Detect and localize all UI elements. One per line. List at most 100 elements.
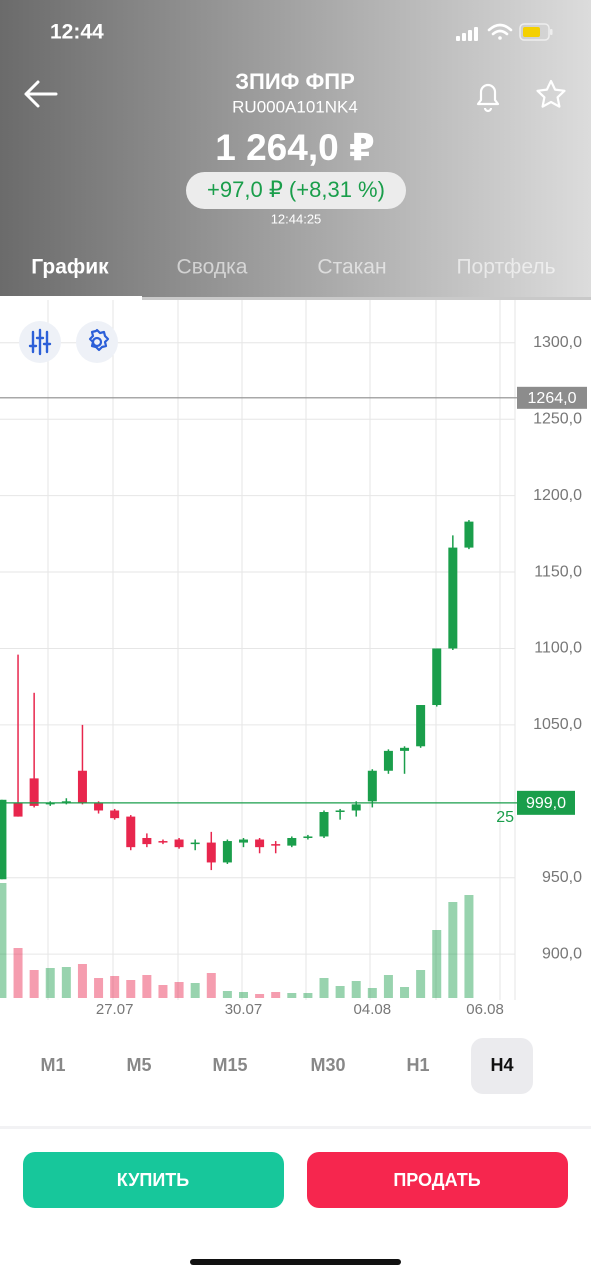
y-tick-label: 900,0 <box>542 945 582 962</box>
volume-bar <box>271 992 281 998</box>
sell-button[interactable] <box>307 1152 568 1208</box>
header-background <box>0 0 591 300</box>
battery-icon <box>519 23 553 41</box>
last-price-label: 1264,0 <box>528 390 577 407</box>
timeframe[interactable]: M30 <box>310 1055 345 1075</box>
volume-bar <box>367 988 377 998</box>
timeframe[interactable]: M1 <box>40 1055 65 1075</box>
tab[interactable]: Стакан <box>317 256 386 279</box>
reference-box <box>517 790 575 815</box>
candle-body <box>383 750 393 771</box>
buy-button[interactable] <box>23 1152 284 1208</box>
tab[interactable]: График <box>31 256 109 279</box>
home-indicator <box>190 1259 401 1265</box>
timeframe-bar: M1 M5 M15 M30 H1 H4 <box>40 1038 533 1094</box>
candle-body <box>303 836 313 838</box>
volume-bar <box>206 973 216 998</box>
status-time: 12:44 <box>50 21 104 44</box>
instrument-price: 1 264,0 ₽ <box>215 127 374 168</box>
volume-bar <box>238 992 248 998</box>
timeframe[interactable]: M5 <box>126 1055 151 1075</box>
notify-button[interactable] <box>476 83 500 113</box>
volume-bar <box>0 883 7 998</box>
candle-body <box>432 648 442 706</box>
y-tick-label: 1250,0 <box>533 410 582 427</box>
candle-body <box>61 801 71 803</box>
x-tick-label: 27.07 <box>96 1001 134 1018</box>
candle-body <box>0 799 7 880</box>
buy-label: КУПИТЬ <box>117 1170 190 1190</box>
wifi-icon <box>487 23 513 40</box>
instrument-isin: RU000A101NK4 <box>232 97 358 116</box>
x-tick-label: 30.07 <box>225 1001 263 1018</box>
volume-bar <box>383 975 393 998</box>
candle-body <box>222 841 232 863</box>
countdown: 25 <box>496 809 514 826</box>
volume-bar <box>416 970 426 998</box>
candle-body <box>400 747 410 751</box>
candle-body <box>158 841 168 843</box>
last-price-box <box>517 386 587 409</box>
candle-body <box>45 802 55 805</box>
indicators-icon <box>28 328 52 356</box>
signal-icon <box>456 27 478 41</box>
instrument-title: ЗПИФ ФПР <box>235 69 355 94</box>
volume-bar <box>448 902 458 998</box>
x-tick-label: 04.08 <box>354 1001 392 1018</box>
volume-bar <box>77 964 87 998</box>
separator <box>0 1126 591 1129</box>
timeframe-selected <box>471 1038 533 1094</box>
volume-bar <box>432 930 442 998</box>
settings-button[interactable] <box>76 321 118 363</box>
candle-body <box>29 778 39 806</box>
sell-label: ПРОДАТЬ <box>393 1170 480 1190</box>
candle-body <box>110 810 120 819</box>
candle-body <box>287 837 297 846</box>
x-tick-label: 06.08 <box>466 1001 504 1018</box>
volume-bar <box>190 983 200 998</box>
candle-body <box>77 770 87 803</box>
volume-bar <box>335 986 345 998</box>
y-tick-label: 1200,0 <box>533 487 582 504</box>
y-tick-label: 1050,0 <box>533 716 582 733</box>
candle-body <box>416 705 426 747</box>
candle-body <box>448 547 458 649</box>
back-button[interactable] <box>24 80 58 108</box>
volume-bar <box>158 985 168 998</box>
timeframe[interactable]: H1 <box>406 1055 429 1075</box>
timeframe[interactable]: H4 <box>490 1055 513 1075</box>
volume-bar <box>126 980 136 998</box>
candle-body <box>206 842 216 863</box>
candle-body <box>271 844 281 846</box>
chart-background <box>0 300 591 1000</box>
volume-bar <box>351 981 361 998</box>
candle-body <box>351 804 361 811</box>
y-tick-label: 950,0 <box>542 869 582 886</box>
volume-bar <box>94 978 104 998</box>
tab[interactable]: Портфель <box>456 256 555 279</box>
volume-bar <box>400 987 410 998</box>
volume-bar <box>29 970 39 998</box>
volume-bar <box>61 967 71 998</box>
candle-body <box>13 802 23 817</box>
favorite-button[interactable] <box>536 79 566 108</box>
candle-body <box>126 816 136 848</box>
candle-body <box>94 802 104 811</box>
volume-bar <box>287 993 297 998</box>
volume-bar <box>464 895 474 998</box>
candle-body <box>255 839 265 848</box>
volume-bar <box>45 968 55 998</box>
candle-body <box>319 812 329 837</box>
candle-body <box>142 837 152 845</box>
volume-bar <box>303 993 313 998</box>
change-pill <box>186 172 406 209</box>
settings-icon <box>88 328 110 352</box>
tab-divider <box>0 297 591 300</box>
y-tick-label: 1150,0 <box>534 563 582 580</box>
candle-body <box>190 842 200 845</box>
candle-body <box>238 839 248 843</box>
timeframe[interactable]: M15 <box>212 1055 247 1075</box>
tab[interactable]: Сводка <box>177 256 248 279</box>
